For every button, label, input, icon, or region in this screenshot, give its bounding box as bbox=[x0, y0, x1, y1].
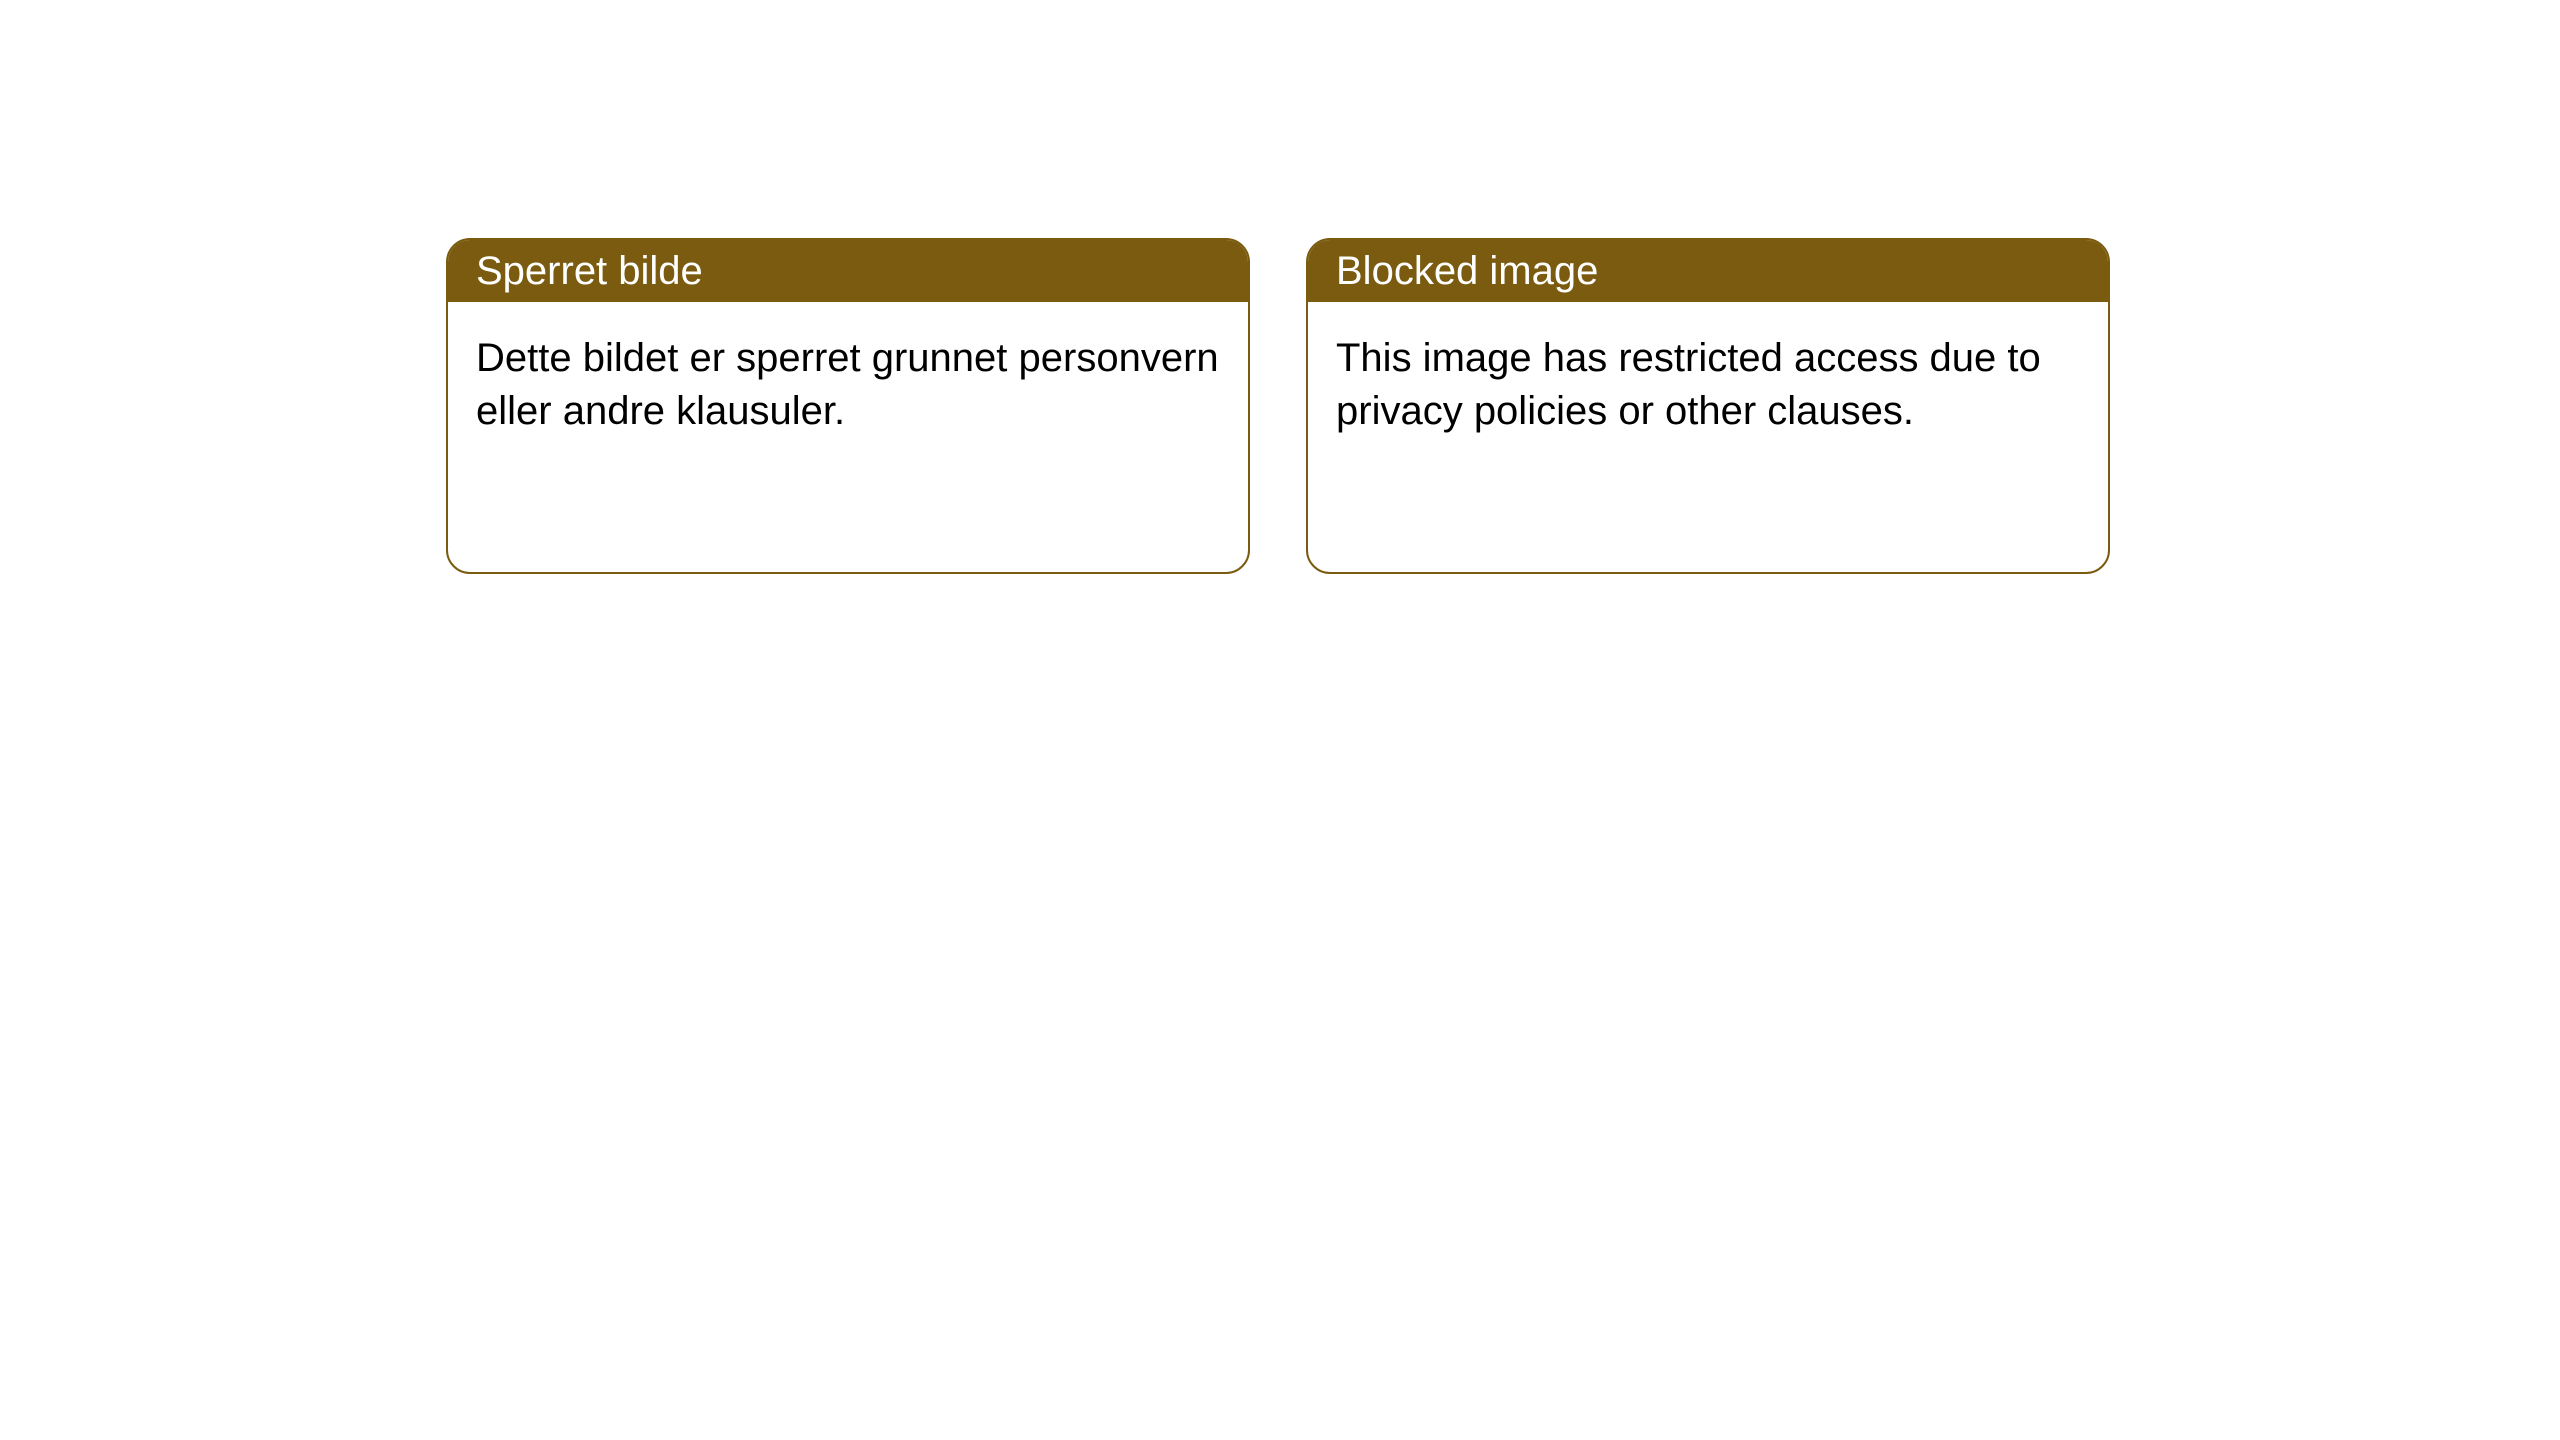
notice-header: Blocked image bbox=[1308, 240, 2108, 302]
notice-body-text: This image has restricted access due to … bbox=[1336, 336, 2041, 433]
notice-body-text: Dette bildet er sperret grunnet personve… bbox=[476, 336, 1219, 433]
notice-card-english: Blocked image This image has restricted … bbox=[1306, 238, 2110, 574]
notice-body: Dette bildet er sperret grunnet personve… bbox=[448, 302, 1248, 468]
notice-body: This image has restricted access due to … bbox=[1308, 302, 2108, 468]
notice-container: Sperret bilde Dette bildet er sperret gr… bbox=[446, 238, 2110, 574]
notice-title: Sperret bilde bbox=[476, 249, 703, 294]
notice-header: Sperret bilde bbox=[448, 240, 1248, 302]
notice-card-norwegian: Sperret bilde Dette bildet er sperret gr… bbox=[446, 238, 1250, 574]
notice-title: Blocked image bbox=[1336, 249, 1598, 294]
